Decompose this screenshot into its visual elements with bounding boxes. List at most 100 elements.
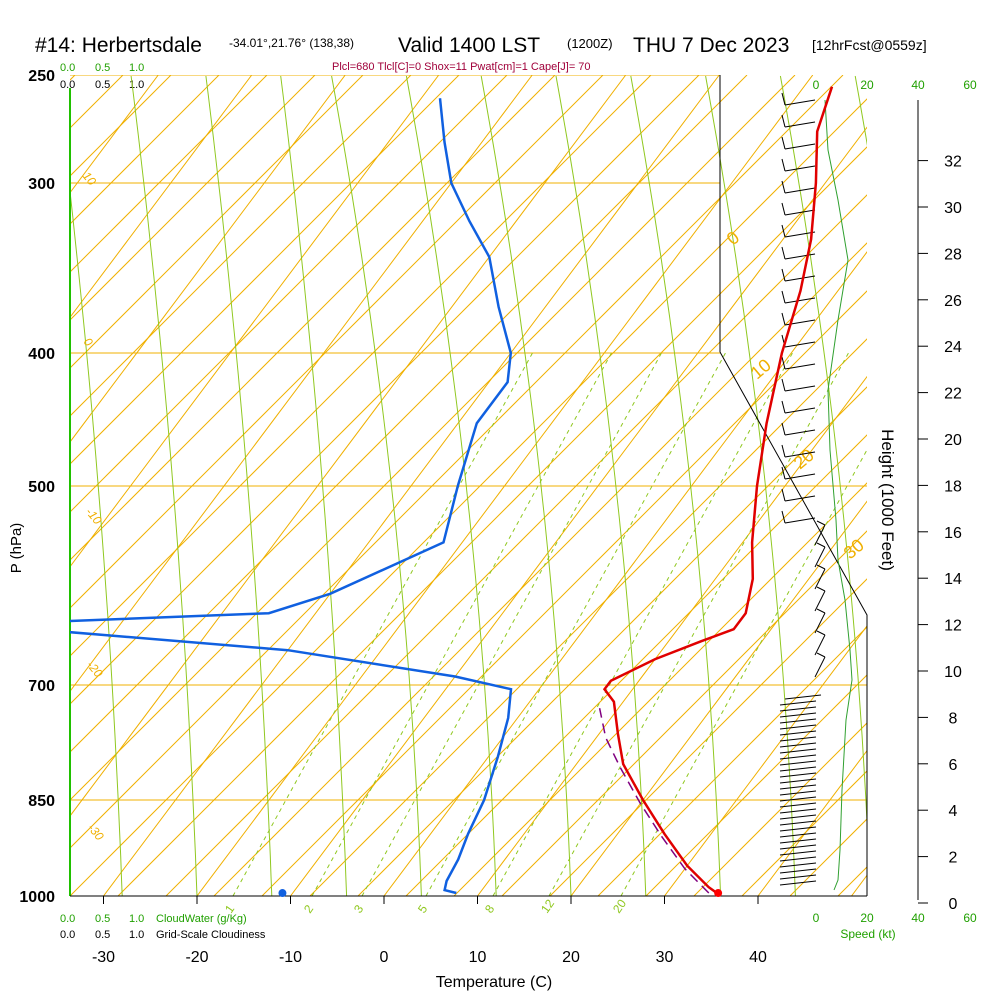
dry-adiabat [70,98,867,896]
valid-time: Valid 1400 LST [398,34,540,57]
dry-adiabat [70,75,748,753]
wind-barb [781,92,816,106]
dry-adiabat [453,482,867,896]
wind-barb [779,778,817,784]
wind-barb [779,844,817,850]
dry-adiabat [693,722,867,896]
isotherm [70,75,346,443]
wind-barb [779,754,817,760]
surface-temperature-dot [714,889,723,898]
temperature-tick: 40 [749,949,767,966]
cloudiness-top-tick-1: 0.5 [95,79,110,91]
wind-barb [779,802,817,808]
moist-adiabat [705,75,796,896]
wind-barb [779,772,817,778]
temperature-tick: 20 [562,949,580,966]
mixing-ratio-label: 3 [351,902,366,916]
wind-barb [781,422,816,436]
isotherm [70,75,253,319]
wind-barb [779,862,817,868]
height-axis-label: Height (1000 Feet) [878,429,897,571]
wind-barb [814,608,826,634]
dry-adiabat [165,194,867,896]
height-tick: 22 [944,386,962,403]
cloudiness-top-tick-0: 0.0 [60,79,75,91]
isotherm [196,75,814,896]
dry-adiabat [886,75,1000,896]
moist-adiabat [555,75,647,896]
wind-barb [779,838,817,844]
height-tick: 16 [944,525,962,542]
wind-barb [781,444,816,458]
moist-adiabat [280,75,348,896]
wind-barb [781,466,816,480]
cloud-bottom-tick-0: 0.0 [60,913,75,925]
wind-barb [814,586,826,612]
moist-adiabat-label: 0 [81,335,96,349]
moist-adiabat-label: -30 [85,821,107,844]
station-title: #14: Herbertsdale [35,34,202,57]
cloud-top-tick-1: 0.5 [95,62,110,74]
wind-barb [779,856,817,862]
wind-barb [779,880,817,886]
mixing-ratio-label: 20 [610,896,629,915]
cloudiness-bottom-tick-1: 0.5 [95,929,110,941]
isotherm [70,75,627,817]
wind-speed-axis: 0 20 40 60 0 20 40 60 Speed (kt) [813,78,977,941]
moist-adiabat [854,75,867,147]
dry-adiabat [357,386,867,896]
wind-barb [781,290,816,304]
wind-barb [779,814,817,820]
isotherm [570,500,867,896]
dry-adiabat [0,75,27,896]
wind-barb [781,510,816,524]
wind-barb [779,808,817,814]
pressure-axis-label: P (hPa) [8,523,25,574]
speed-top-tick-3: 60 [963,78,977,92]
surface-dewpoint-dot [278,889,287,898]
zulu-time: (1200Z) [567,36,613,51]
cloud-top-tick-0: 0.0 [60,62,75,74]
speed-label: Speed (kt) [840,927,895,941]
temperature-tick: -10 [279,949,302,966]
mixing-ratio-line [548,351,850,896]
moist-adiabat [779,75,867,833]
dry-adiabat [70,75,844,849]
moist-adiabat [630,75,722,896]
wind-barb [779,712,817,718]
wind-barb [779,790,817,796]
mixing-ratio-label: 12 [538,896,557,915]
temperature-tick: -20 [185,949,208,966]
dry-adiabat [70,75,796,801]
skewt-grid [0,75,1000,896]
station-coords: -34.01°,21.76° (138,38) [229,36,354,50]
isotherm [103,75,720,896]
isotherm [383,251,867,896]
wind-barb [781,158,816,172]
moist-adiabat [405,75,497,896]
wind-barb [779,760,817,766]
moist-adiabat [331,75,422,896]
wind-barb [779,706,817,712]
cloud-bottom-tick-2: 1.0 [129,913,144,925]
temperature-axis: -30 -20 -10 0 10 20 30 40 [92,896,767,966]
height-tick: 6 [949,757,958,774]
dry-adiabat [70,75,652,657]
pressure-tick: 300 [28,176,55,193]
temperature-tick: 0 [380,949,389,966]
plot-frame [70,75,868,897]
height-tick: 30 [944,200,962,217]
dry-adiabat [70,75,700,705]
wind-barbs [779,92,826,886]
wind-barb [779,820,817,826]
wind-barb [779,850,817,856]
dry-adiabat [70,75,508,513]
wind-barb [779,832,817,838]
dry-adiabat [982,75,1000,896]
dry-adiabat [70,75,460,465]
wind-barb [781,378,816,392]
temperature-tick: -30 [92,949,115,966]
moist-adiabat [480,75,572,896]
moist-adiabat-label: 10 [80,169,100,188]
